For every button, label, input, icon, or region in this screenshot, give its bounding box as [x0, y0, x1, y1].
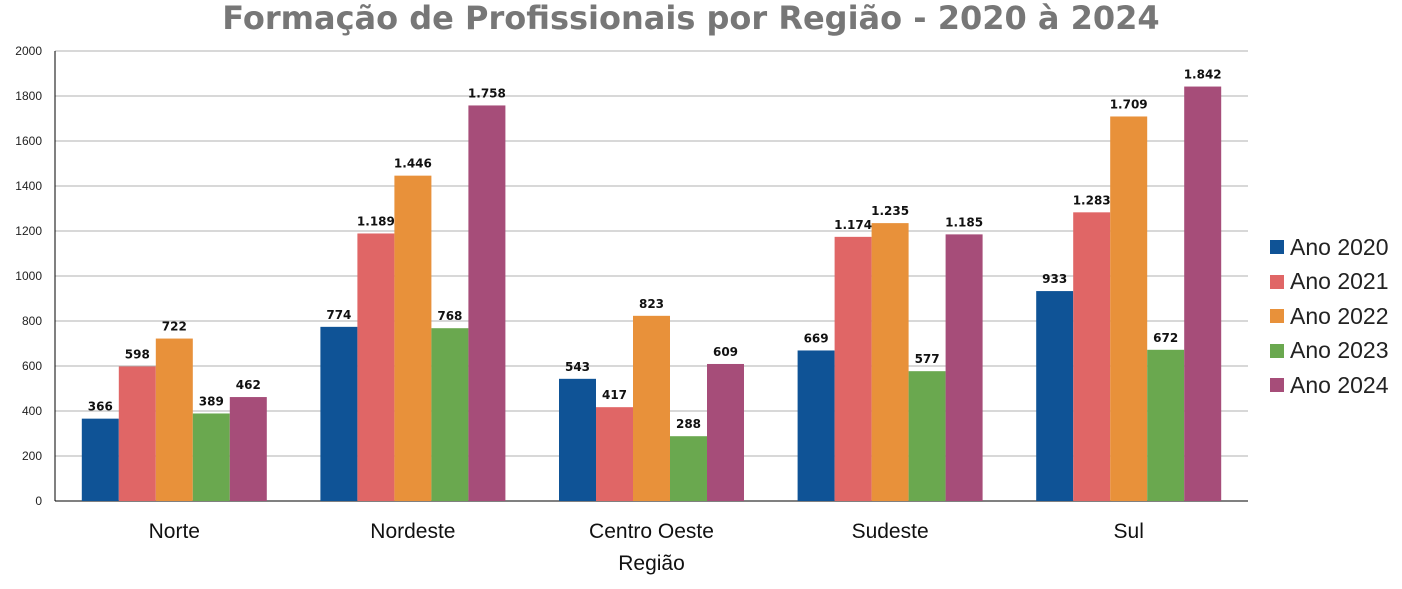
legend-item: Ano 2020: [1270, 230, 1388, 265]
data-label: 722: [162, 320, 187, 334]
y-tick-label: 1000: [15, 269, 42, 283]
data-label: 672: [1153, 331, 1178, 345]
chart-title: Formação de Profissionais por Região - 2…: [222, 0, 1160, 37]
data-label: 768: [437, 309, 462, 323]
legend-label: Ano 2022: [1290, 302, 1389, 329]
bar: [1110, 116, 1148, 501]
bar: [596, 407, 633, 501]
bar: [707, 363, 744, 501]
data-label: 669: [804, 331, 829, 345]
data-label: 1.446: [394, 157, 432, 171]
bar: [945, 234, 983, 501]
y-tick-label: 400: [22, 404, 42, 418]
x-tick-label: Norte: [149, 520, 200, 543]
legend-swatch: [1270, 343, 1284, 358]
bar: [559, 378, 596, 501]
data-label: 462: [236, 378, 261, 392]
data-label: 1.709: [1110, 97, 1148, 111]
legend: Ano 2020 Ano 2021 Ano 2022 Ano 2023 Ano 2024: [1270, 230, 1388, 403]
x-tick-label: Centro Oeste: [589, 520, 714, 543]
data-label: 543: [565, 360, 590, 374]
legend-label: Ano 2024: [1290, 371, 1389, 398]
y-tick-label: 2000: [15, 44, 42, 58]
data-label: 577: [915, 352, 940, 366]
data-label: 417: [602, 388, 627, 402]
bar: [394, 175, 432, 501]
x-axis-title: Região: [618, 552, 685, 575]
legend-swatch: [1270, 274, 1284, 289]
legend-item: Ano 2023: [1270, 334, 1388, 369]
data-label: 933: [1042, 272, 1067, 286]
y-tick-label: 0: [35, 494, 42, 508]
data-label: 389: [199, 394, 224, 408]
bar: [1036, 291, 1074, 501]
legend-label: Ano 2021: [1290, 268, 1389, 295]
y-tick-label: 1400: [15, 179, 42, 193]
bar: [155, 338, 193, 501]
bar: [192, 413, 230, 501]
bar: [81, 418, 119, 501]
data-label: 1.283: [1073, 193, 1111, 207]
bar: [431, 328, 469, 501]
data-label: 366: [88, 400, 113, 414]
bar: [908, 371, 946, 501]
legend-swatch: [1270, 378, 1284, 393]
bar: [229, 397, 267, 501]
bar: [871, 223, 909, 501]
bar: [357, 233, 395, 501]
legend-swatch: [1270, 309, 1284, 324]
data-label: 774: [326, 308, 351, 322]
legend-swatch: [1270, 240, 1284, 255]
legend-item: Ano 2021: [1270, 265, 1388, 300]
data-label: 1.185: [945, 215, 983, 229]
data-label: 609: [713, 345, 738, 359]
bar: [797, 350, 835, 501]
data-label: 1.174: [834, 218, 872, 232]
bar: [633, 315, 670, 501]
x-tick-label: Nordeste: [370, 520, 455, 543]
legend-item: Ano 2024: [1270, 368, 1388, 403]
bar: [1184, 86, 1222, 502]
legend-label: Ano 2023: [1290, 337, 1389, 364]
bar: [670, 436, 707, 501]
bar: [468, 105, 506, 501]
bar: [1147, 349, 1185, 501]
data-label: 823: [639, 297, 664, 311]
bar: [320, 326, 358, 501]
y-tick-label: 200: [22, 449, 42, 463]
data-label: 1.235: [871, 204, 909, 218]
data-label: 1.842: [1184, 68, 1222, 82]
y-tick-label: 1800: [15, 89, 42, 103]
data-label: 1.758: [468, 86, 506, 100]
bar: [1073, 212, 1111, 501]
data-label: 598: [125, 347, 150, 361]
legend-item: Ano 2022: [1270, 299, 1388, 334]
y-tick-label: 600: [22, 359, 42, 373]
y-tick-label: 800: [22, 314, 42, 328]
x-tick-label: Sudeste: [852, 520, 929, 543]
data-label: 288: [676, 417, 701, 431]
y-tick-label: 1200: [15, 224, 42, 238]
x-tick-label: Sul: [1114, 520, 1144, 543]
y-tick-label: 1600: [15, 134, 42, 148]
legend-label: Ano 2020: [1290, 233, 1389, 260]
bar: [118, 366, 156, 501]
data-label: 1.189: [357, 214, 395, 228]
bar: [834, 236, 872, 501]
